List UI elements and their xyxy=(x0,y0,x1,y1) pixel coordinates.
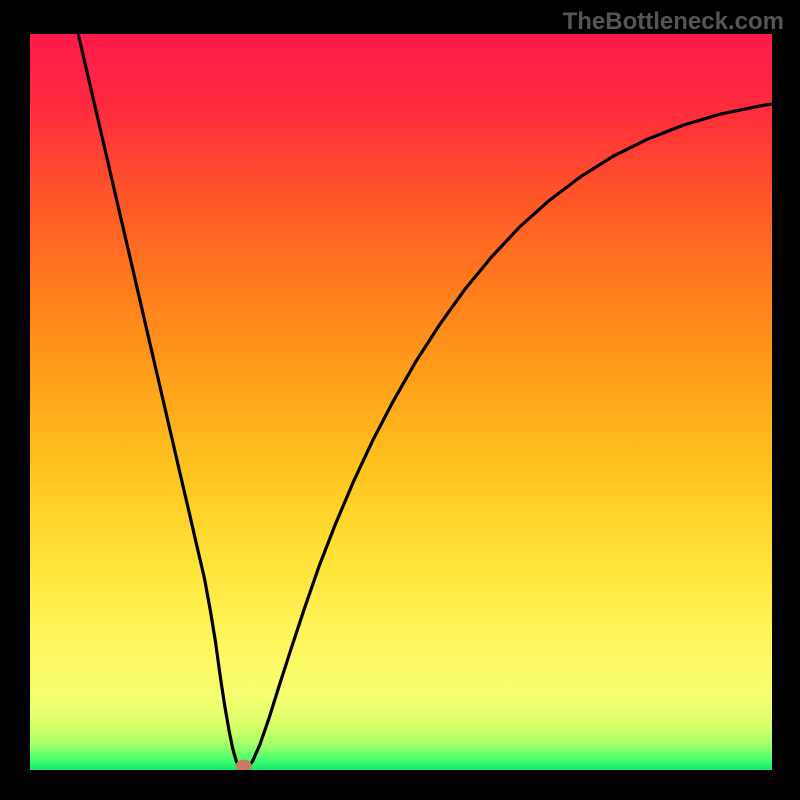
plot-area xyxy=(30,34,772,770)
gradient-background xyxy=(30,34,772,770)
chart-canvas: TheBottleneck.com xyxy=(0,0,800,800)
watermark-text: TheBottleneck.com xyxy=(563,8,784,36)
